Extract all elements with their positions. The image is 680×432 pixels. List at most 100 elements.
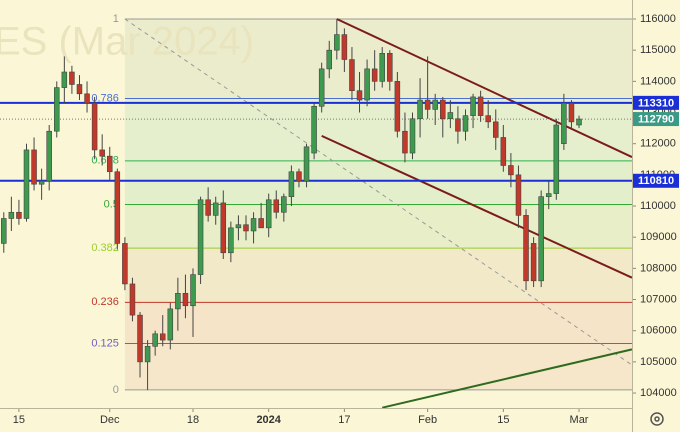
- y-tick-label: 105000: [640, 356, 677, 368]
- last-price-label: 112790: [638, 113, 674, 125]
- y-tick-label: 112000: [640, 138, 676, 150]
- candle-body: [394, 81, 401, 132]
- fib-label: 0.786: [91, 92, 119, 104]
- y-tick-label: 107000: [640, 293, 677, 305]
- candle-body: [318, 68, 325, 107]
- candle-body: [114, 171, 121, 244]
- candle-body: [334, 34, 340, 51]
- candle-body: [23, 149, 30, 219]
- candle-body: [402, 130, 408, 154]
- candle-body: [462, 115, 469, 132]
- candle-body: [106, 155, 113, 173]
- candle-body: [530, 243, 537, 282]
- candle-body: [129, 283, 136, 316]
- candle-body: [326, 49, 333, 70]
- candle-body: [538, 196, 544, 282]
- candle-body: [212, 202, 219, 216]
- candle-body: [175, 292, 181, 310]
- fib-label: 0.236: [91, 296, 119, 308]
- candle-body: [69, 71, 75, 85]
- x-tick-label: 15: [13, 414, 25, 426]
- y-tick-label: 115000: [640, 44, 676, 56]
- candle-body: [250, 218, 257, 232]
- candle-body: [447, 112, 454, 120]
- candle-body: [144, 345, 151, 363]
- candle-body: [303, 146, 310, 182]
- x-tick-label: 15: [497, 414, 509, 426]
- candle-body: [152, 333, 158, 347]
- fib-band: [124, 98, 632, 161]
- y-tick-label: 116000: [640, 13, 676, 25]
- horizontal-line-label: 110810: [638, 175, 674, 187]
- candle-body: [8, 211, 15, 219]
- candle-body: [417, 99, 423, 120]
- candle-body: [440, 99, 446, 120]
- candle-body: [99, 149, 105, 157]
- candle-body: [424, 99, 431, 110]
- candle-body: [288, 171, 295, 197]
- candle-body: [76, 84, 83, 95]
- price-axis-bg: [632, 0, 680, 432]
- candle-body: [190, 274, 196, 307]
- candle-body: [167, 308, 174, 341]
- horizontal-line-label-box: [633, 95, 679, 110]
- y-tick-label: 104000: [640, 387, 677, 399]
- candle-body: [341, 34, 348, 60]
- candle-body: [281, 196, 287, 213]
- candle-body: [61, 71, 68, 88]
- candle-body: [137, 314, 143, 363]
- horizontal-line-label: 113310: [638, 97, 674, 109]
- candle-body: [205, 199, 211, 216]
- candle-body: [220, 202, 227, 254]
- x-tick-label: Mar: [570, 414, 589, 426]
- candle-body: [568, 102, 575, 123]
- candle-body: [500, 137, 507, 166]
- fib-label: 0.618: [91, 155, 119, 167]
- fib-label: 1: [113, 13, 119, 25]
- watermark: ES (Mar 2024): [0, 20, 254, 64]
- x-tick-label: Feb: [418, 414, 437, 426]
- candle-body: [46, 130, 52, 182]
- candle-body: [31, 149, 37, 185]
- candle-body: [197, 199, 204, 275]
- candle-body: [379, 52, 385, 82]
- candle-body: [545, 193, 552, 197]
- fib-label: 0.382: [91, 242, 119, 254]
- candle-body: [356, 90, 363, 101]
- candle-body: [409, 118, 416, 154]
- candle-body: [523, 215, 529, 282]
- y-tick-label: 108000: [640, 262, 677, 274]
- trend-line: [382, 348, 633, 409]
- x-tick-label: Dec: [100, 414, 120, 426]
- candle-body: [470, 96, 476, 116]
- candle-body: [364, 68, 370, 101]
- candle-body: [243, 224, 249, 232]
- fib-label: 0: [113, 384, 119, 396]
- candle-body: [371, 68, 378, 82]
- settings-icon[interactable]: [650, 412, 664, 426]
- trend-line: [321, 134, 633, 279]
- fib-band: [124, 19, 632, 99]
- candle-body: [477, 96, 484, 116]
- candle-body: [258, 218, 264, 229]
- y-tick-label: 110000: [640, 200, 676, 212]
- candle-body: [265, 199, 272, 229]
- candle-body: [508, 165, 514, 176]
- candle-body: [91, 102, 98, 151]
- y-tick-label: 114000: [640, 75, 676, 87]
- last-price-label-box: [633, 112, 679, 127]
- candle-body: [159, 333, 166, 341]
- candle-body: [273, 199, 280, 213]
- fib-band: [124, 248, 632, 303]
- candle-body: [1, 218, 7, 244]
- candle-body: [122, 243, 128, 285]
- candle-body: [84, 93, 90, 104]
- candle-body: [561, 102, 567, 144]
- candle-body: [296, 171, 302, 182]
- candle-body: [182, 292, 189, 307]
- candle-body: [515, 174, 522, 216]
- candle-body: [228, 227, 234, 254]
- x-tick-label: 18: [187, 414, 199, 426]
- candle-body: [311, 105, 317, 154]
